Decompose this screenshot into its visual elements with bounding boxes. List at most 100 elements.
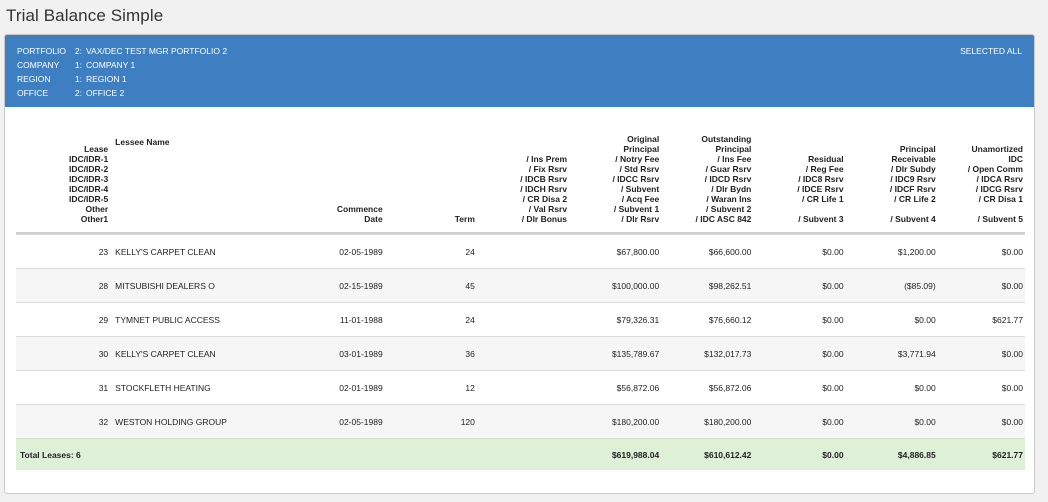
total-outstanding-cell: $610,612.42 (661, 438, 754, 470)
lease-cell: 32 (16, 404, 111, 439)
trial-balance-table: Lease IDC/IDR-1 IDC/IDR-2 IDC/IDR-3 IDC/IDR-… (16, 134, 1025, 470)
filter-row: OFFICE 2: OFFICE 2 (17, 86, 1022, 100)
term-cell: 24 (384, 234, 477, 269)
header-label-line: / CR Life 2 (894, 194, 936, 204)
table-row[interactable]: 32 WESTON HOLDING GROUP 02-05-1989 120 $180,… (16, 404, 1025, 439)
total-receivable-cell: $4,886.85 (845, 438, 938, 470)
lease-cell: 31 (16, 370, 111, 405)
header-label-line: Residual (808, 154, 844, 164)
principal-receivable-cell: $1,200.00 (845, 234, 938, 269)
header-label-line: / Acq Fee (621, 194, 660, 204)
header-label-line: / Subvent 4 (890, 214, 936, 224)
filter-number: 1: (74, 74, 82, 84)
header-label-line: Principal (899, 144, 936, 154)
unamortized-idc-cell: $0.00 (937, 336, 1025, 371)
principal-receivable-cell: $0.00 (845, 370, 938, 405)
header-label-line: / Subvent (620, 184, 660, 194)
term-cell: 45 (384, 268, 477, 303)
filter-value: OFFICE 2 (86, 88, 125, 98)
original-principal-cell: $180,200.00 (569, 404, 662, 439)
header-label-line: Lessee Name (115, 137, 170, 147)
header-label-line: Term (454, 214, 475, 224)
total-residual-cell: $0.00 (753, 438, 846, 470)
filter-value: COMPANY 1 (86, 60, 136, 70)
col-outstanding-principal[interactable]: Outstanding Principal / Ins Fee / Guar Rsrv… (661, 134, 753, 233)
col-ins-prem[interactable]: / Ins Prem / Fix Rsrv / IDCB Rsrv / IDCH Rs… (477, 134, 569, 233)
header-label-line: Date (364, 214, 383, 224)
filter-value: REGION 1 (86, 74, 127, 84)
header-label-line: / Dlr Subdy (890, 164, 936, 174)
col-residual[interactable]: Residual / Reg Fee / IDC8 Rsrv / IDCE Rsrv /… (753, 134, 845, 233)
original-principal-cell: $56,872.06 (569, 370, 662, 405)
header-label-line (938, 204, 1023, 214)
header-label-line: / CR Life 1 (802, 194, 844, 204)
col-principal-receivable[interactable]: Principal Receivable / Dlr Subdy / IDC9 Rsr… (846, 134, 938, 233)
header-label-line: Principal (715, 144, 752, 154)
unamortized-idc-cell: $0.00 (937, 370, 1025, 405)
table-row[interactable]: 29 TYMNET PUBLIC ACCESS 11-01-1988 24 $79,32… (16, 302, 1025, 337)
header-label-line: / IDCF Rsrv (889, 184, 936, 194)
header-label-line: Principal (623, 144, 660, 154)
filter-summary: PORTFOLIO 2: VAX/DEC TEST MGR PORTFOLIO 2 C… (5, 35, 1034, 107)
unamortized-idc-cell: $0.00 (937, 234, 1025, 269)
header-label-line: / Open Comm (967, 164, 1023, 174)
filter-number: 1: (74, 60, 82, 70)
header-separator (16, 232, 1025, 235)
report-panel: PORTFOLIO 2: VAX/DEC TEST MGR PORTFOLIO 2 C… (4, 34, 1035, 494)
residual-cell: $0.00 (753, 404, 846, 439)
col-lease[interactable]: Lease IDC/IDR-1 IDC/IDR-2 IDC/IDR-3 IDC/IDR-… (16, 134, 110, 233)
table-row[interactable]: 31 STOCKFLETH HEATING 02-01-1989 12 $56,872.… (16, 370, 1025, 405)
residual-cell: $0.00 (753, 234, 846, 269)
term-cell: 24 (384, 302, 477, 337)
header-label-line: Other1 (80, 214, 109, 224)
commence-date-cell: 11-01-1988 (288, 302, 385, 337)
col-commence-date[interactable]: Commence Date (289, 134, 385, 233)
lessee-cell: KELLY'S CARPET CLEAN (110, 336, 289, 371)
unamortized-idc-cell: $621.77 (937, 302, 1025, 337)
col-term[interactable]: Term (385, 134, 477, 233)
total-leases-label: Total Leases: 6 (16, 438, 570, 470)
total-original-cell: $619,988.04 (569, 438, 662, 470)
original-principal-cell: $135,789.67 (569, 336, 662, 371)
ins-prem-cell (476, 404, 570, 439)
header-label-line: / Dlr Bydn (711, 184, 752, 194)
ins-prem-cell (476, 336, 570, 371)
header-label-line: IDC/IDR-2 (68, 164, 109, 174)
header-label-line: / Guar Rsrv (705, 164, 752, 174)
commence-date-cell: 02-05-1989 (288, 404, 385, 439)
filter-row: COMPANY 1: COMPANY 1 (17, 58, 1022, 72)
outstanding-principal-cell: $98,262.51 (661, 268, 754, 303)
principal-receivable-cell: $3,771.94 (845, 336, 938, 371)
header-label-line: / IDC ASC 842 (695, 214, 752, 224)
lease-cell: 23 (16, 234, 111, 269)
header-label-line: / IDCG Rsrv (975, 184, 1023, 194)
lease-cell: 30 (16, 336, 111, 371)
header-label-line: Receivable (891, 154, 936, 164)
header-label-line: / Dlr Rsrv (621, 214, 660, 224)
header-label-line: / Fix Rsrv (528, 164, 568, 174)
header-label-line: Other (85, 204, 109, 214)
header-label-line: / IDC8 Rsrv (798, 174, 844, 184)
col-original-principal[interactable]: Original Principal / Notry Fee / Std Rsrv / … (569, 134, 661, 233)
principal-receivable-cell: ($85.09) (845, 268, 938, 303)
outstanding-principal-cell: $66,600.00 (661, 234, 754, 269)
lease-cell: 29 (16, 302, 111, 337)
principal-receivable-cell: $0.00 (845, 302, 938, 337)
filter-number: 2: (74, 88, 82, 98)
header-label-line: / Subvent 3 (798, 214, 844, 224)
header-label-line: / Subvent 5 (977, 214, 1023, 224)
header-label-line: Lease (84, 144, 109, 154)
commence-date-cell: 02-15-1989 (288, 268, 385, 303)
table-row[interactable]: 23 KELLY'S CARPET CLEAN 02-05-1989 24 $67,80… (16, 234, 1025, 269)
ins-prem-cell (476, 370, 570, 405)
header-label-line: / IDCH Rsrv (520, 184, 568, 194)
header-label-line: IDC (1008, 154, 1023, 164)
col-lessee-name[interactable]: Lessee Name (110, 134, 288, 233)
filter-number: 2: (74, 46, 82, 56)
residual-cell: $0.00 (753, 336, 846, 371)
header-label-line (753, 204, 843, 214)
table-row[interactable]: 28 MITSUBISHI DEALERS O 02-15-1989 45 $100,0… (16, 268, 1025, 303)
col-unamortized-idc[interactable]: Unamortized IDC / Open Comm / IDCA Rsrv / ID… (938, 134, 1025, 233)
original-principal-cell: $100,000.00 (569, 268, 662, 303)
table-row[interactable]: 30 KELLY'S CARPET CLEAN 03-01-1989 36 $135,7… (16, 336, 1025, 371)
